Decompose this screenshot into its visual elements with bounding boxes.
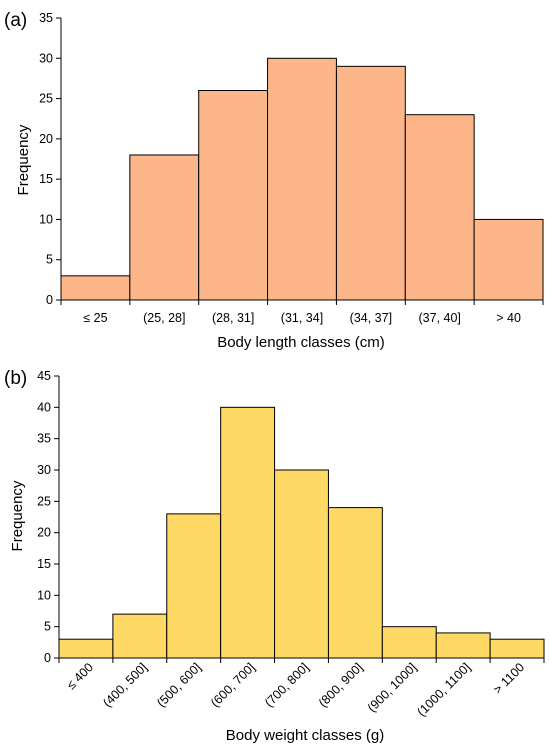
panel-b-y-axis-title: Frequency [9,480,26,551]
panel-a-x-axis-title: Body length classes (cm) [217,334,385,351]
panel-b-x-tick-label: (800, 900] [316,660,366,710]
panel-b-y-tick-label: 15 [37,557,51,571]
panel-a-bar-4 [267,57,337,301]
panel-b-x-axis-title: Body weight classes (g) [226,727,384,744]
panel-a-body-length: (a) Frequency Body length classes (cm) 0… [4,10,544,351]
panel-a-bar-1 [60,275,131,301]
panel-a-y-tick-label: 0 [46,293,53,307]
panel-b-x-tick-label: (600, 700] [208,660,258,710]
panel-a-plot-area: 0 5 10 15 20 25 30 35 ≤ 25 (25, 28] (28, 31] (31, 3… [39,11,544,325]
panel-b-y-tick-label: 40 [37,400,51,414]
panel-b-y-tick-label: 35 [37,432,51,446]
panel-a-x-tick-label: (28, 31] [212,311,254,325]
panel-b-bar-3 [166,513,222,659]
panel-a-x-tick-label: (37, 40] [419,311,461,325]
panel-a-y-tick-label: 15 [39,172,53,186]
panel-a-y-tick-label: 35 [39,11,53,25]
panel-b-bar-1 [58,638,114,659]
panel-b-bar-6 [327,507,383,659]
panel-b-y-tick-label: 0 [44,651,51,665]
panel-a-y-tick-label: 5 [46,253,53,267]
panel-a-y-tick-label: 30 [39,51,53,65]
panel-b-bar-5 [274,469,329,659]
panel-b-bar-9 [489,638,545,659]
panel-b-y-tick-label: 45 [37,369,51,383]
panel-b-bar-4 [220,406,276,659]
panel-a-x-tick-label: (25, 28] [143,311,185,325]
panel-b-bar-2 [112,613,168,659]
panel-b-y-tick-label: 10 [37,588,51,602]
panel-b-x-tick-label: > 1100 [491,660,528,697]
panel-a-x-tick-label: (34, 37] [350,311,392,325]
panel-a-x-tick-label: > 40 [496,311,521,325]
panel-b-y-tick-label: 30 [37,463,51,477]
panel-b-bar-7 [381,626,437,659]
panel-a-y-tick-label: 10 [39,212,53,226]
panel-b-y-tick-label: 20 [37,526,51,540]
panel-a-y-tick-label: 25 [39,92,53,106]
panel-a-bar-5 [335,65,406,301]
panel-a-y-tick-label: 20 [39,132,53,146]
panel-b-x-tick-label: (500, 600] [154,660,204,710]
panel-b-x-tick-label: (1000, 1100] [414,660,473,719]
panel-b-x-tick-label: (400, 500] [100,660,150,710]
panel-b-x-tick-label: (900, 1000] [365,660,420,715]
panel-a-bar-2 [129,154,200,301]
panel-a-bar-3 [198,90,269,301]
panel-a-bar-7 [473,218,544,301]
panel-a-y-axis-title: Frequency [15,124,32,195]
panel-a-label: (a) [4,10,27,31]
panel-a-x-tick-label: ≤ 25 [83,311,107,325]
panel-b-y-tick-label: 5 [44,620,51,634]
panel-b-x-tick-label: (700, 800] [262,660,312,710]
panel-b-x-tick-label: ≤ 400 [64,660,96,692]
panel-b-body-weight: (b) Frequency Body weight classes (g) 0 5… [4,368,545,744]
panel-b-bar-8 [435,632,491,659]
panel-a-bar-6 [404,114,475,301]
panel-b-label: (b) [4,368,27,389]
panel-b-plot-area: 0 5 10 15 20 25 30 35 40 45 ≤ 400 (400, 500] (500, 6… [37,369,545,719]
panel-b-y-tick-label: 25 [37,494,51,508]
panel-a-x-tick-label: (31, 34] [281,311,323,325]
